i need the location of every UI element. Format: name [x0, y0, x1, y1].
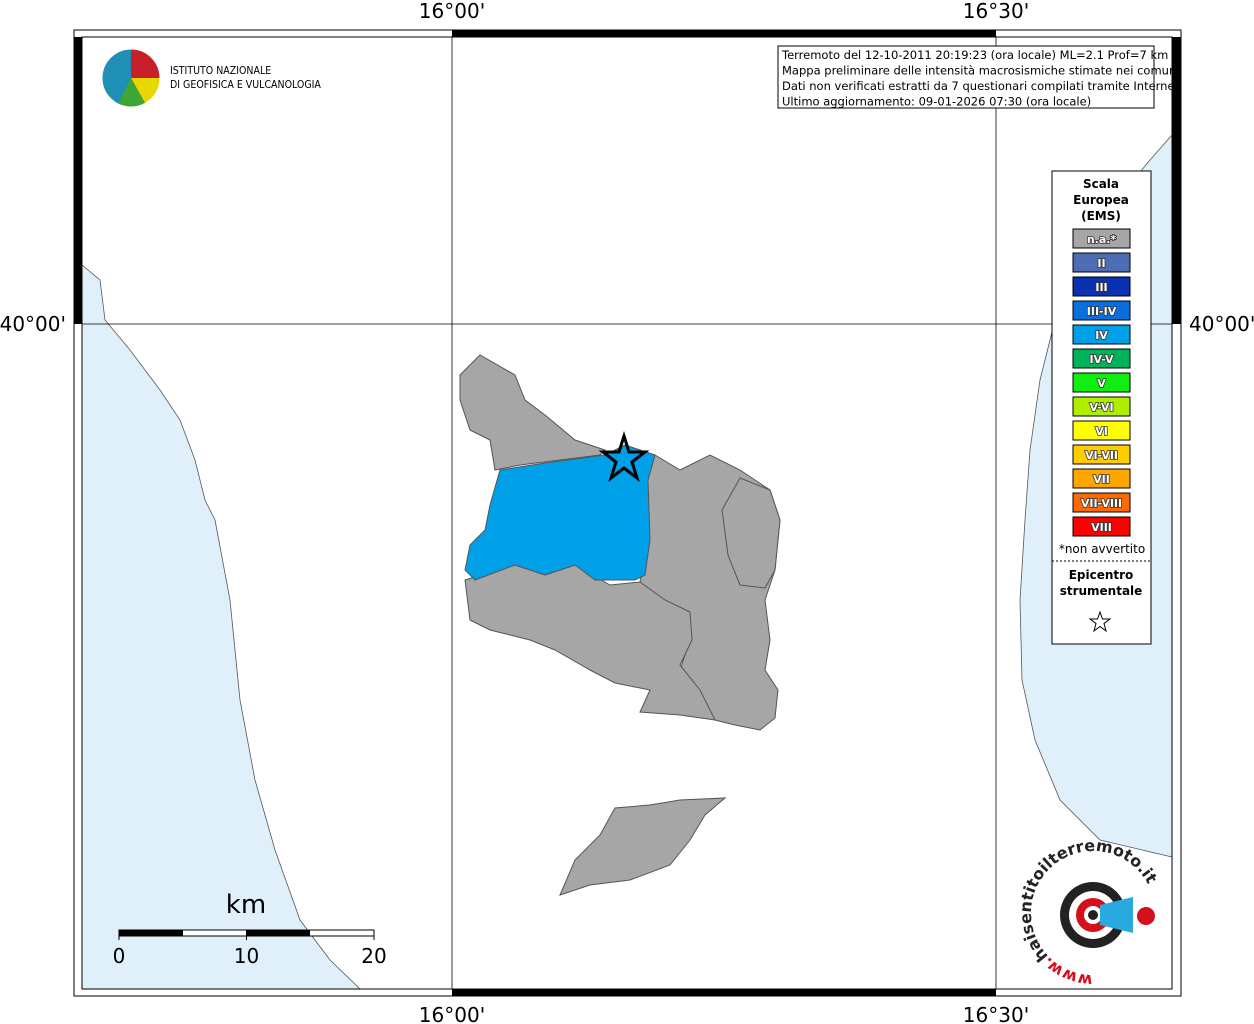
legend-label: VII-VIII — [1081, 497, 1122, 510]
legend-label: V-VI — [1089, 401, 1113, 414]
lon-label: 16°30' — [963, 0, 1029, 23]
legend-swatch — [1072, 444, 1131, 465]
legend-swatch — [1072, 324, 1131, 345]
epicenter-star — [598, 430, 650, 483]
info-line: Mappa preliminare delle intensità macros… — [782, 64, 1179, 78]
lat-label: 40°00' — [1189, 312, 1254, 336]
legend-swatch — [1072, 372, 1131, 393]
island — [559, 797, 727, 896]
frame-ticks — [74, 30, 1181, 996]
legend-label: n.a.* — [1087, 233, 1117, 246]
info-line: Dati non verificati estratti da 7 questi… — [782, 79, 1183, 93]
legend-swatch — [1072, 348, 1131, 369]
legend-title: Europea — [1073, 193, 1129, 207]
legend-label: VI — [1095, 425, 1108, 438]
legend-swatch — [1072, 420, 1131, 441]
info-line: Terremoto del 12-10-2011 20:19:23 (ora l… — [781, 48, 1168, 62]
legend-label: VII — [1093, 473, 1110, 486]
legend-swatch — [1072, 468, 1131, 489]
legend-label: V — [1097, 377, 1106, 390]
legend-label: VI-VII — [1085, 449, 1118, 462]
lat-label: 40°00' — [0, 312, 66, 336]
legend-swatch — [1072, 228, 1131, 249]
legend-epicenter: Epicentro — [1069, 568, 1134, 582]
legend-swatch — [1072, 396, 1131, 417]
graticule — [82, 37, 1172, 989]
logo-text: ISTITUTO NAZIONALE — [170, 65, 271, 77]
legend-label: IV-V — [1089, 353, 1114, 366]
legend-label: VIII — [1091, 521, 1112, 534]
legend-title: (EMS) — [1081, 209, 1121, 223]
scale-label: 20 — [361, 944, 386, 968]
legend-epicenter: strumentale — [1060, 584, 1143, 598]
legend-swatch — [1072, 300, 1131, 321]
legend-swatch — [1072, 252, 1131, 273]
legend-label: IV — [1095, 329, 1108, 342]
legend-label: III-IV — [1087, 305, 1117, 318]
legend-label: II — [1097, 257, 1105, 270]
scale-label: 0 — [113, 944, 126, 968]
legend-swatch — [1072, 276, 1131, 297]
scale-label: 10 — [234, 944, 259, 968]
legend-label: III — [1095, 281, 1107, 294]
legend-star — [1088, 610, 1112, 633]
scale-unit: km — [226, 890, 266, 920]
legend: ScalaEuropea(EMS)n.a.*IIIIIIII-IVIVIV-VV… — [1051, 170, 1152, 645]
legend-note: *non avvertito — [1059, 542, 1145, 556]
lon-label: 16°00' — [419, 1003, 485, 1024]
municipality — [721, 477, 781, 589]
logo-text: DI GEOFISICA E VULCANOLOGIA — [170, 79, 321, 91]
info-box: Terremoto del 12-10-2011 20:19:23 (ora l… — [777, 45, 1183, 109]
municipalities — [459, 354, 781, 896]
lon-label: 16°00' — [419, 0, 485, 23]
legend-title: Scala — [1083, 177, 1119, 191]
lon-label: 16°30' — [963, 1003, 1029, 1024]
municipality-intensity-iv — [464, 444, 656, 581]
scale-bar: km 0 10 20 — [113, 890, 387, 968]
legend-swatch — [1072, 516, 1131, 537]
legend-swatch — [1072, 492, 1131, 513]
municipality — [459, 354, 606, 471]
info-line: Ultimo aggiornamento: 09-01-2026 07:30 (… — [782, 95, 1091, 109]
sea-west — [81, 264, 361, 990]
ingv-logo: ISTITUTO NAZIONALE DI GEOFISICA E VULCAN… — [101, 48, 321, 108]
